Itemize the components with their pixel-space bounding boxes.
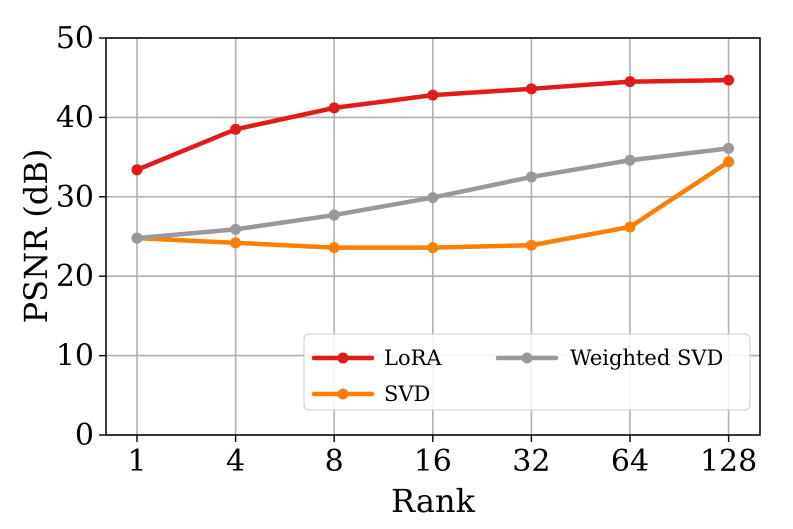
data-point-lora: [723, 74, 735, 86]
data-point-lora: [131, 164, 143, 176]
y-tick-label: 50: [56, 21, 94, 56]
axis-ticks: 1 4 8 16 32 64 128 0 10 20 30 40 50: [56, 21, 757, 479]
y-tick-label: 0: [75, 418, 94, 453]
legend-marker-lora: [337, 352, 349, 364]
y-tick-label: 40: [56, 100, 94, 135]
x-tick-label: 1: [127, 444, 146, 479]
data-point-lora: [230, 123, 242, 135]
legend-marker-weighted-svd: [521, 352, 533, 364]
data-point-weighted-svd: [131, 232, 143, 244]
data-point-weighted-svd: [328, 209, 340, 221]
x-tick-label: 16: [414, 444, 452, 479]
y-tick-label: 30: [56, 180, 94, 215]
data-point-svd: [427, 242, 439, 254]
legend-label-weighted-svd: Weighted SVD: [570, 346, 723, 370]
data-point-weighted-svd: [723, 142, 735, 154]
x-axis-title: Rank: [391, 482, 476, 520]
data-point-lora: [328, 102, 340, 114]
data-point-weighted-svd: [624, 154, 636, 166]
legend-box: [303, 333, 751, 411]
y-axis-title: PSNR (dB): [17, 149, 55, 324]
data-point-weighted-svd: [427, 192, 439, 204]
x-tick-label: 64: [611, 444, 649, 479]
x-tick-label: 8: [325, 444, 344, 479]
series-layer: [131, 74, 735, 254]
legend: LoRA SVD Weighted SVD: [303, 333, 751, 411]
y-tick-label: 20: [56, 259, 94, 294]
data-point-weighted-svd: [525, 171, 537, 183]
data-point-svd: [328, 242, 340, 254]
data-point-lora: [525, 83, 537, 95]
data-point-weighted-svd: [230, 223, 242, 235]
data-point-svd: [723, 156, 735, 168]
legend-marker-svd: [337, 388, 349, 400]
data-point-svd: [230, 237, 242, 249]
legend-label-svd: SVD: [384, 382, 430, 406]
x-tick-label: 4: [226, 444, 245, 479]
legend-label-lora: LoRA: [384, 346, 442, 370]
data-point-svd: [525, 239, 537, 251]
data-point-lora: [624, 76, 636, 88]
data-point-svd: [624, 221, 636, 233]
data-point-lora: [427, 89, 439, 101]
y-tick-label: 10: [56, 339, 94, 374]
x-tick-label: 128: [700, 444, 757, 479]
x-tick-label: 32: [512, 444, 550, 479]
